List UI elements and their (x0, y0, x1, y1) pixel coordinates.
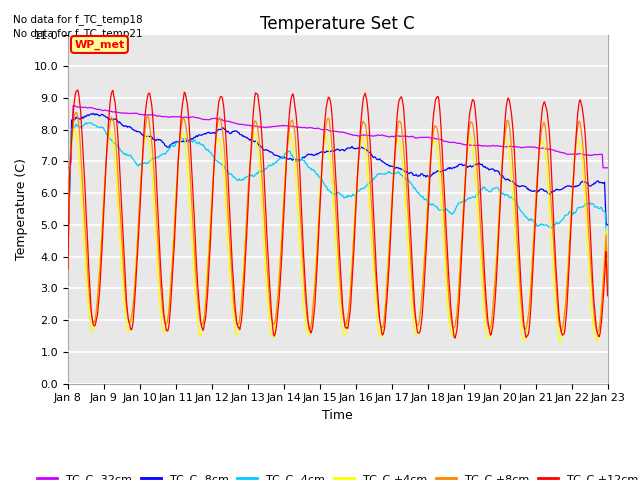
X-axis label: Time: Time (323, 409, 353, 422)
Text: WP_met: WP_met (74, 39, 125, 49)
Text: No data for f_TC_temp21: No data for f_TC_temp21 (13, 28, 143, 39)
Legend: TC_C -32cm, TC_C -8cm, TC_C -4cm, TC_C +4cm, TC_C +8cm, TC_C +12cm: TC_C -32cm, TC_C -8cm, TC_C -4cm, TC_C +… (33, 470, 640, 480)
Y-axis label: Temperature (C): Temperature (C) (15, 158, 28, 260)
Title: Temperature Set C: Temperature Set C (260, 15, 415, 33)
Text: No data for f_TC_temp18: No data for f_TC_temp18 (13, 13, 143, 24)
